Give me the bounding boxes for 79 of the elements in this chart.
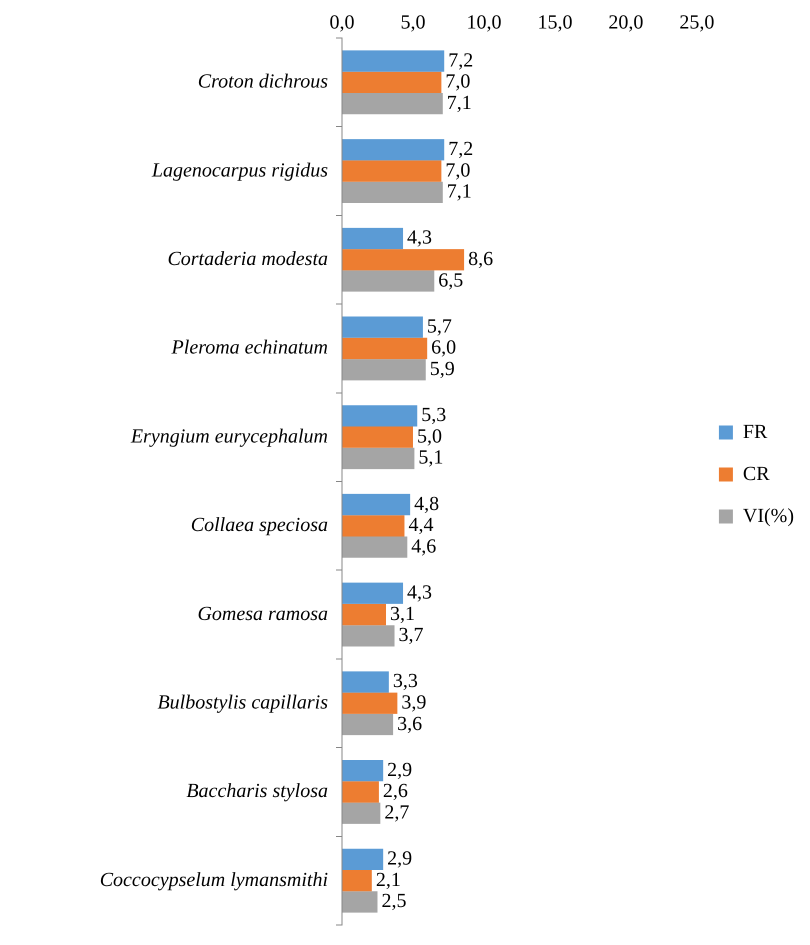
data-label: 6,0 (431, 336, 456, 359)
bar (342, 781, 379, 803)
y-tick-label: Croton dichrous (198, 70, 328, 93)
y-tick-label: Collaea speciosa (190, 514, 328, 536)
bar (342, 316, 423, 338)
bar (342, 448, 414, 470)
bar (342, 582, 404, 604)
data-label: 7,1 (446, 92, 472, 114)
y-tick-label: Pleroma echinatum (170, 336, 328, 359)
y-tick-label: Gomesa ramosa (197, 602, 328, 625)
data-label: 7,0 (445, 159, 470, 182)
data-label: 7,0 (445, 70, 470, 93)
bar (342, 891, 378, 913)
bar (342, 714, 394, 736)
bar (342, 692, 398, 714)
data-label: 3,7 (398, 624, 424, 646)
bar (342, 536, 408, 558)
data-label: 7,1 (446, 180, 472, 203)
y-tick-label: Lagenocarpus rigidus (150, 159, 328, 182)
bar (342, 494, 410, 516)
data-label: 5,0 (416, 425, 442, 448)
data-label: 8,6 (468, 248, 494, 270)
data-label: 4,3 (407, 226, 432, 249)
data-label: 4,4 (408, 514, 434, 536)
bar (342, 50, 444, 72)
bar (342, 359, 426, 380)
bar (342, 515, 404, 536)
data-label: 4,3 (407, 582, 432, 604)
x-tick-label: 15,0 (537, 11, 572, 34)
data-label: 6,5 (438, 269, 464, 292)
data-label: 7,2 (448, 49, 474, 72)
bar (342, 625, 395, 646)
bar (342, 604, 386, 626)
legend-label: FR (742, 420, 768, 443)
data-label: 3,9 (401, 692, 426, 714)
legend-label: CR (742, 462, 770, 485)
x-tick-label: 10,0 (466, 11, 502, 34)
bar (342, 760, 384, 782)
bar (342, 228, 404, 250)
y-tick-label: Eryngium eurycephalum (130, 425, 328, 448)
y-tick-label: Cortaderia modesta (167, 248, 328, 270)
bar (342, 72, 442, 93)
y-tick-label: Bulbostylis capillaris (157, 692, 328, 714)
data-label: 5,1 (418, 446, 444, 469)
bar (342, 338, 428, 360)
x-tick-label: 0,0 (330, 11, 354, 34)
bar (342, 870, 372, 892)
y-tick-label: Baccharis stylosa (186, 780, 328, 802)
bar (342, 182, 443, 203)
data-label: 3,6 (397, 712, 422, 735)
bar (342, 426, 413, 448)
data-label: 2,9 (387, 848, 412, 870)
bar (342, 405, 418, 427)
data-label: 5,3 (421, 404, 446, 426)
data-label: 5,9 (430, 358, 455, 380)
data-label: 7,2 (448, 138, 474, 160)
x-tick-label: 5,0 (400, 11, 426, 34)
bar (342, 249, 464, 270)
bar (342, 92, 443, 114)
data-label: 2,6 (382, 780, 408, 802)
x-tick-label: 20,0 (608, 11, 644, 34)
data-label: 3,3 (392, 670, 418, 692)
data-label: 2,7 (384, 801, 410, 824)
data-label: 3,1 (390, 602, 416, 625)
data-label: 2,9 (387, 758, 412, 781)
bar (342, 139, 444, 160)
bar (342, 270, 434, 292)
data-label: 5,7 (426, 315, 452, 338)
bar (342, 160, 442, 182)
x-tick-label: 25,0 (679, 11, 714, 34)
bar (342, 671, 389, 693)
data-label: 4,6 (411, 535, 436, 558)
y-tick-label: Coccocypselum lymansmithi (100, 868, 328, 891)
legend-label: VI(%) (742, 504, 794, 527)
bar (342, 802, 380, 824)
data-label: 2,5 (381, 890, 406, 912)
data-label: 2,1 (376, 868, 401, 891)
bar (342, 848, 384, 870)
data-label: 4,8 (414, 492, 440, 515)
